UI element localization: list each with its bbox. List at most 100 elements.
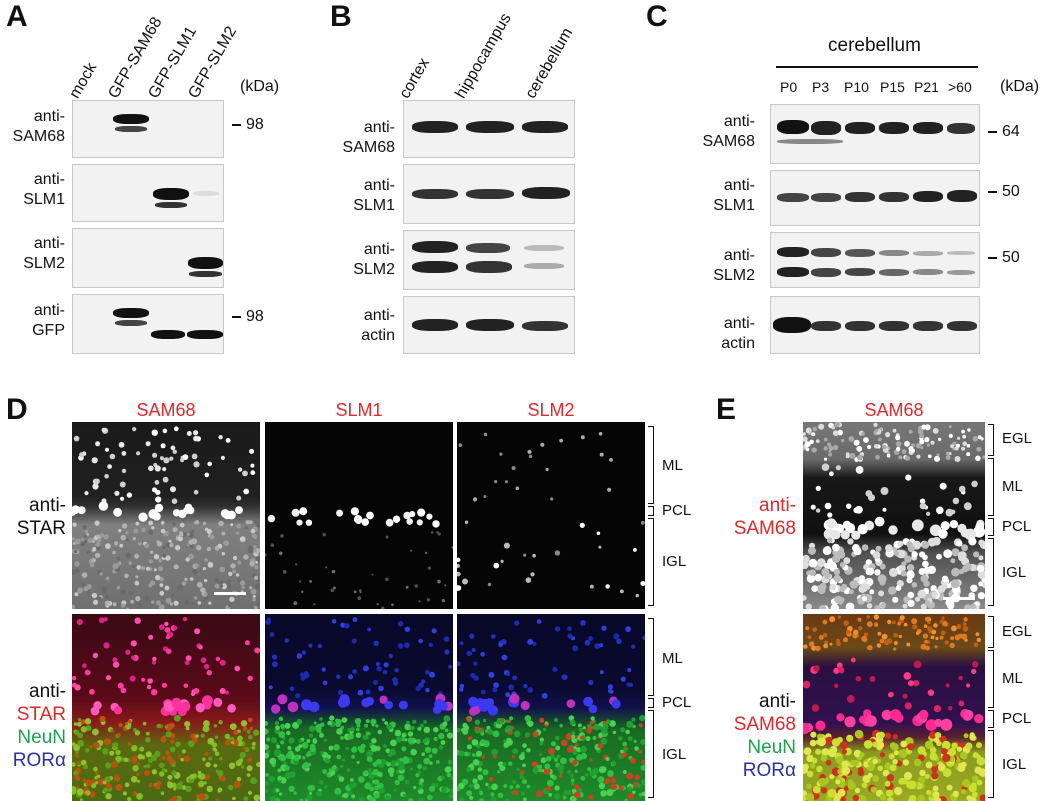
cell-dot [852, 794, 860, 801]
cell-dot [902, 603, 908, 609]
cell-dot [185, 600, 189, 605]
cell-dot [219, 566, 226, 573]
cell-dot [202, 567, 206, 571]
cell-dot [875, 454, 880, 460]
cell-dot [171, 763, 176, 768]
cell-dot [175, 795, 182, 801]
cell-dot [298, 739, 303, 743]
cell-dot [412, 719, 417, 724]
cell-dot [82, 663, 87, 668]
cell-dot [252, 597, 256, 602]
cell-dot [448, 793, 453, 799]
cell-dot [193, 688, 200, 694]
cell-dot [230, 523, 234, 527]
cell-dot [811, 432, 816, 437]
cell-dot [921, 541, 930, 549]
cell-dot [941, 740, 951, 750]
cell-dot [170, 739, 175, 744]
cell-dot [279, 755, 287, 762]
layer-d-ml-bottom: ML [662, 650, 683, 667]
cell-dot [845, 454, 850, 459]
cell-dot [127, 796, 132, 801]
cell-dot [874, 622, 878, 626]
cell-dot [926, 511, 931, 516]
cell-dot [961, 633, 968, 640]
cell-dot [200, 587, 206, 593]
cerebellum-header: cerebellum [828, 35, 921, 56]
cell-dot [532, 641, 537, 646]
cell-dot [401, 737, 406, 742]
cell-dot [116, 556, 121, 561]
cell-dot [178, 509, 187, 519]
cell-dot [384, 721, 389, 725]
cell-dot [977, 592, 985, 600]
cell-dot [102, 780, 107, 785]
cell-dot [846, 734, 854, 742]
cell-dot [520, 700, 530, 711]
cell-dot [347, 733, 354, 740]
cell-dot [346, 768, 351, 772]
cell-dot [466, 767, 472, 773]
cell-dot [943, 549, 953, 558]
cell-dot [853, 439, 860, 446]
cell-dot [923, 566, 931, 574]
cell-dot [235, 506, 243, 514]
cell-dot [480, 651, 485, 657]
cell-dot [287, 746, 292, 750]
cell-dot [494, 480, 498, 484]
cell-dot [941, 575, 949, 583]
cell-dot [190, 577, 194, 581]
cell-dot [879, 638, 885, 644]
cell-dot [171, 498, 178, 504]
cell-dot [265, 619, 271, 625]
lane-label-cerebellum: cerebellum [522, 25, 577, 102]
cell-dot [905, 474, 912, 481]
cell-dot [863, 709, 872, 718]
cell-dot [926, 790, 931, 795]
cell-dot [185, 557, 190, 562]
cell-dot [497, 792, 504, 799]
cell-dot [202, 757, 206, 762]
cell-dot [227, 704, 236, 713]
cell-dot [931, 772, 939, 780]
cell-dot [979, 794, 985, 801]
cell-dot [277, 694, 288, 705]
cell-dot [177, 584, 184, 591]
cell-dot [390, 739, 397, 747]
cell-dot [358, 776, 365, 783]
cell-dot [82, 778, 86, 783]
cell-dot [589, 720, 594, 725]
cell-dot [924, 424, 931, 431]
cell-dot [923, 624, 928, 628]
cell-dot [93, 766, 98, 772]
cell-dot [930, 635, 935, 640]
cell-dot [306, 794, 313, 801]
cell-dot [180, 458, 185, 463]
cell-dot [198, 793, 206, 801]
cell-dot [839, 586, 846, 593]
cell-dot [190, 691, 196, 697]
cell-dot [283, 761, 287, 765]
cell-dot [906, 564, 915, 572]
cell-dot [919, 439, 925, 445]
cell-dot [116, 585, 121, 590]
cell-dot [803, 436, 808, 442]
cell-dot [186, 431, 192, 436]
cell-dot [946, 784, 953, 791]
cell-dot [253, 794, 260, 801]
cell-dot [607, 688, 613, 694]
cell-dot [976, 637, 981, 643]
cell-dot [869, 589, 875, 595]
cell-dot [867, 644, 873, 651]
cell-dot [934, 455, 940, 462]
cell-dot [198, 645, 203, 650]
cell-dot [242, 746, 247, 751]
cell-dot [823, 643, 828, 649]
cell-dot [361, 518, 369, 526]
cell-dot [172, 795, 178, 801]
cell-dot [477, 774, 484, 781]
cell-dot [940, 583, 948, 590]
cell-dot [499, 452, 503, 456]
cell-dot [912, 624, 918, 630]
kda-unit-c: (kDa) [1000, 78, 1040, 95]
